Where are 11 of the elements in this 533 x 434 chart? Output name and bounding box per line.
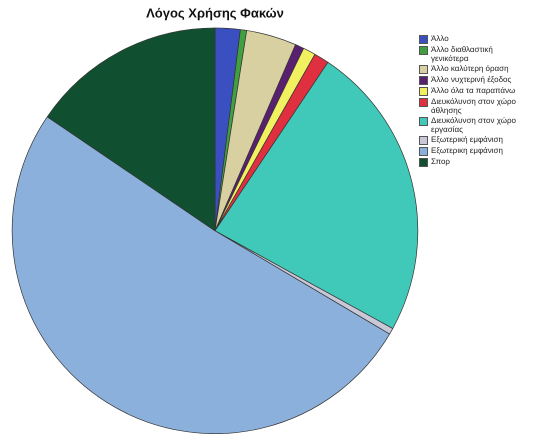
legend-label: Άλλο καλύτερη όραση — [431, 64, 509, 73]
legend-label: Άλλο — [431, 34, 449, 43]
legend-label: Διευκόλυνση στον χώρο άθλησης — [431, 97, 517, 115]
chart-title: Λόγος Χρήσης Φακών — [146, 5, 284, 20]
legend-label: Άλλο όλα τα παραπάνω — [431, 86, 516, 95]
legend-label: Εξωτερικη εμφάνιση — [431, 146, 503, 155]
legend-label: Άλλο διαθλαστική γενικότερα — [431, 45, 494, 63]
legend-label: Σπορ — [431, 157, 450, 166]
legend-label: Εξωτερική εμφάνιση — [431, 135, 503, 144]
legend-label: Άλλο νυχτερινή έξοδος — [431, 75, 512, 84]
legend-label: Διευκόλυνση στον χώρο εργασίας — [431, 116, 517, 134]
